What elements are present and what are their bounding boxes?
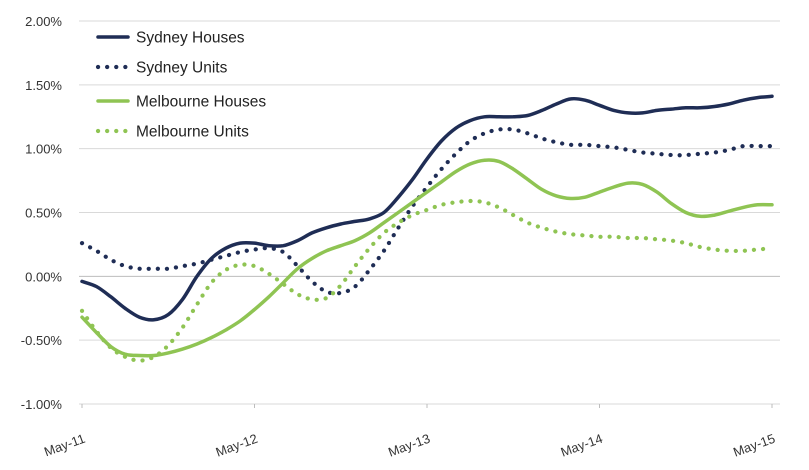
- y-tick-label: 2.00%: [25, 14, 62, 29]
- legend-label: Sydney Houses: [136, 30, 245, 47]
- legend: Sydney Houses Sydney Units Melbourne House…: [95, 30, 266, 141]
- legend-label: Melbourne Units: [136, 124, 249, 141]
- legend-label: Sydney Units: [136, 60, 228, 77]
- y-tick-label: 1.50%: [25, 78, 62, 93]
- legend-label: Melbourne Houses: [136, 94, 266, 111]
- x-tick-label: May-14: [559, 431, 605, 460]
- x-tick-label: May-15: [731, 431, 777, 460]
- x-tick-label: May-12: [214, 431, 260, 460]
- y-tick-label: 1.00%: [25, 142, 62, 157]
- series-line-melbourne-units: [79, 198, 775, 363]
- gridlines: [79, 20, 780, 405]
- x-tick-label: May-11: [42, 431, 87, 460]
- series-line-melbourne-houses: [80, 158, 774, 358]
- y-tick-label: 0.00%: [25, 269, 62, 284]
- y-tick-label: 0.50%: [25, 206, 62, 221]
- x-tick-label: May-13: [386, 431, 432, 460]
- series-lines: [79, 94, 775, 363]
- y-axis-ticks: -1.00% -0.50% 0.00% 0.50% 1.00% 1.50% 2.00%: [21, 14, 63, 412]
- y-tick-label: -1.00%: [21, 397, 63, 412]
- y-tick-label: -0.50%: [21, 333, 63, 348]
- x-axis-ticks: May-11 May-12 May-13 May-14 May-15: [42, 404, 777, 460]
- series-line-sydney-houses: [80, 94, 774, 322]
